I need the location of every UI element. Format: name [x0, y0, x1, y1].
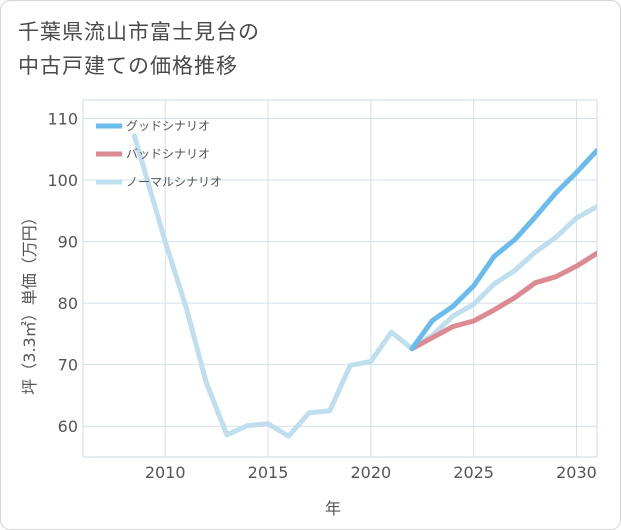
y-tick-label: 90: [58, 233, 78, 252]
chart-title-line-2: 中古戸建ての価格推移: [18, 54, 238, 78]
x-axis-title: 年: [325, 499, 341, 518]
x-tick-label: 2010: [145, 463, 186, 482]
x-axis-ticks: 2010 2015 2020 2025 2030: [145, 463, 597, 482]
legend-label-bad: バッドシナリオ: [126, 147, 210, 161]
plot-area-frame: [82, 99, 598, 458]
series-line-good: [409, 148, 597, 352]
chart-title: 千葉県流山市富士見台の 中古戸建ての価格推移: [18, 15, 260, 83]
series-line-normal: [131, 133, 597, 439]
x-tick-label: 2015: [248, 463, 289, 482]
legend-label-normal: ノーマルシナリオ: [126, 175, 222, 189]
series-lines: [131, 133, 597, 439]
grid: [83, 100, 597, 457]
y-tick-label: 110: [47, 109, 78, 128]
y-tick-label: 100: [47, 171, 78, 190]
chart-title-line-1: 千葉県流山市富士見台の: [18, 20, 260, 44]
y-axis-title: 坪（3.3㎡）単価（万円）: [20, 209, 39, 394]
y-tick-label: 80: [58, 294, 78, 313]
x-tick-label: 2020: [350, 463, 391, 482]
legend-label-good: グッドシナリオ: [126, 119, 210, 133]
y-tick-label: 70: [58, 356, 78, 375]
series-line-bad: [409, 250, 597, 352]
y-axis-ticks: 60 70 80 90 100 110: [47, 109, 78, 436]
y-tick-label: 60: [58, 417, 78, 436]
x-tick-label: 2025: [453, 463, 494, 482]
x-tick-label: 2030: [556, 463, 597, 482]
